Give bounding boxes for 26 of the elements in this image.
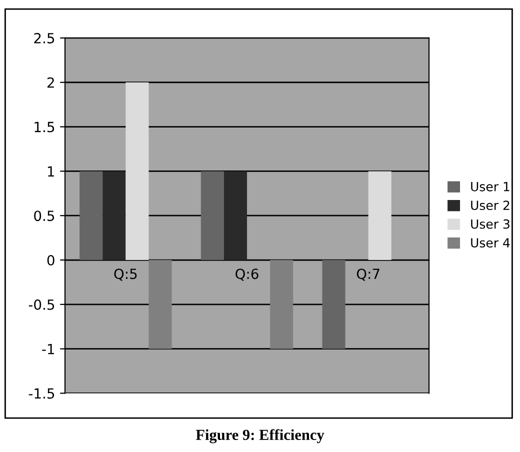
- y-tick-label: -1: [42, 344, 54, 354]
- legend-label: User 3: [471, 219, 510, 229]
- x-tick-label: Q:7: [356, 268, 380, 281]
- x-tick-label: Q:5: [114, 268, 137, 281]
- y-tick-label: 1.5: [34, 122, 54, 132]
- y-tick-label: 0: [47, 254, 54, 266]
- y-tick-label: -0.5: [28, 299, 54, 310]
- bar: [148, 260, 172, 349]
- y-tick-label: 1: [48, 166, 54, 176]
- bar: [200, 171, 224, 260]
- bar: [368, 171, 392, 260]
- legend-label: User 2: [471, 200, 510, 210]
- y-tick-label: 0.5: [34, 210, 54, 222]
- bar: [80, 171, 103, 260]
- y-tick-label: 2.5: [34, 32, 54, 44]
- bar: [126, 82, 149, 260]
- bar: [224, 171, 247, 260]
- legend-label: User 4: [471, 238, 510, 248]
- y-tick-label: 2: [47, 77, 54, 88]
- y-tick-label: -1.5: [28, 388, 54, 399]
- legend-label: User 1: [471, 182, 510, 192]
- text: Figure 9: Efficiency: [196, 429, 324, 444]
- bar: [322, 260, 346, 349]
- bar: [102, 171, 126, 260]
- x-tick-label: Q:6: [236, 268, 258, 281]
- bar: [270, 260, 294, 349]
